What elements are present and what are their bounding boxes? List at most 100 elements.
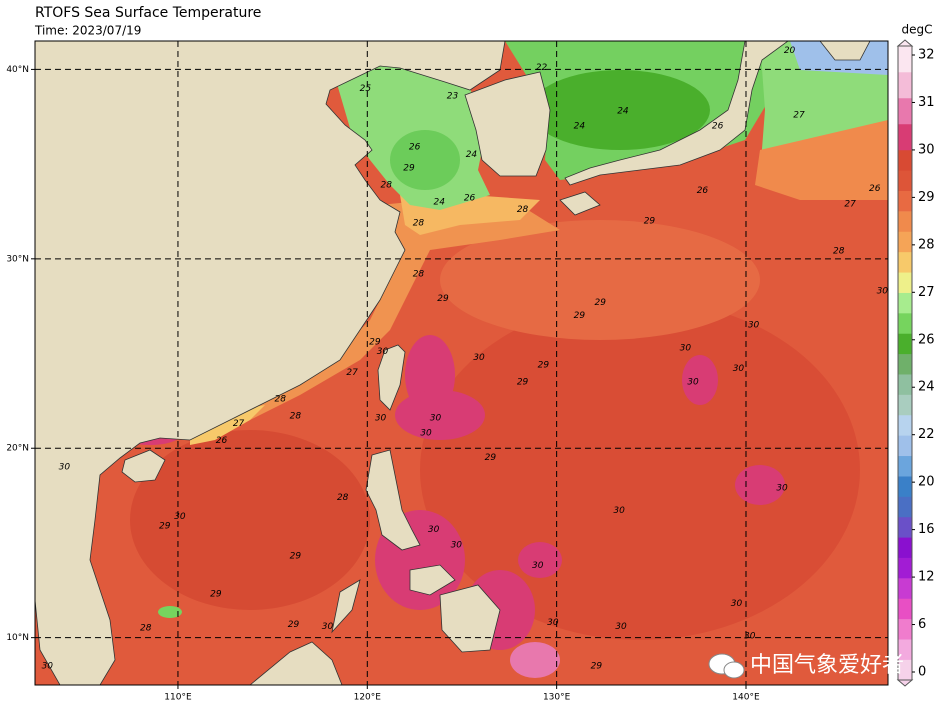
colorbar-band xyxy=(898,578,912,599)
contour-label: 30 xyxy=(420,429,432,439)
contour-label: 30 xyxy=(430,413,442,423)
colorbar-tick-label: 27 xyxy=(918,285,935,300)
gridlines: 110°E 120°E 130°E 140°E 10°N 20°N 30°N 40°N xyxy=(6,41,888,703)
land xyxy=(121,449,166,483)
contour-label: 28 xyxy=(413,218,425,228)
colorbar-band xyxy=(898,190,912,212)
colorbar-band xyxy=(898,313,912,334)
colorbar-band xyxy=(898,639,912,660)
y-tick-label: 40°N xyxy=(6,65,29,75)
contour-label: 23 xyxy=(447,91,459,101)
contour-label: 24 xyxy=(574,122,586,132)
colorbar-band xyxy=(898,394,912,416)
contour-label: 28 xyxy=(517,205,529,215)
x-tick-label: 130°E xyxy=(543,693,571,703)
colorbar-band xyxy=(898,97,912,125)
contour-label: 29 xyxy=(403,163,415,173)
title: RTOFS Sea Surface Temperature xyxy=(35,5,261,21)
colorbar-band xyxy=(898,333,912,355)
colorbar-band xyxy=(898,659,912,681)
colorbar-tick-label: 0 xyxy=(918,665,926,680)
colorbar-tick-label: 30 xyxy=(918,142,935,157)
colorbar-band xyxy=(898,170,912,191)
colorbar-band xyxy=(898,211,912,232)
colorbar-band xyxy=(898,455,912,477)
land xyxy=(377,344,406,411)
colorbar-band xyxy=(898,251,912,273)
contour-label: 29 xyxy=(517,377,529,387)
colorbar-tick-label: 12 xyxy=(918,570,935,585)
contour-label: 30 xyxy=(776,484,788,494)
colorbar-arrow xyxy=(896,679,914,687)
land xyxy=(409,564,456,596)
colorbar-tick-label: 6 xyxy=(918,617,926,632)
land xyxy=(249,641,343,685)
contour-label: 29 xyxy=(290,552,302,562)
sst-patch xyxy=(390,130,460,190)
contour-label: 28 xyxy=(413,269,425,279)
colorbar: 0 6 12 16 20 22 24 26 27 28 29 30 31 32 xyxy=(896,39,935,687)
contour-labels: 29 29 29 29 28 28 30 30 30 30 30 30 29 29 30 30 30 29 30 30… xyxy=(42,46,889,672)
contour-label: 29 xyxy=(210,590,222,600)
contour-label: 29 xyxy=(437,294,449,304)
land xyxy=(819,41,871,61)
colorbar-band xyxy=(898,353,912,375)
contour-label: 26 xyxy=(712,122,724,132)
colorbar-tick-label: 29 xyxy=(918,190,935,205)
land xyxy=(559,191,601,216)
x-tick-label: 140°E xyxy=(732,693,760,703)
colorbar-band xyxy=(898,231,912,253)
contour-label: 25 xyxy=(360,84,372,94)
contour-label: 30 xyxy=(547,618,559,628)
contour-label: 28 xyxy=(290,412,302,422)
contour-label: 30 xyxy=(322,622,334,632)
colorbar-band xyxy=(898,496,912,518)
sst-patch xyxy=(530,70,710,150)
sst-patch xyxy=(682,355,718,405)
contour-label: 29 xyxy=(538,360,550,370)
contour-label: 30 xyxy=(744,631,756,641)
contour-label: 27 xyxy=(793,110,805,120)
contour-label: 30 xyxy=(377,347,389,357)
colorbar-tick-label: 24 xyxy=(918,380,935,395)
contour-label: 30 xyxy=(733,364,745,374)
contour-label: 28 xyxy=(833,247,845,257)
contour-label: 30 xyxy=(731,599,743,609)
sst-patch xyxy=(440,220,760,340)
colorbar-arrow xyxy=(896,39,914,47)
colorbar-tick-label: 16 xyxy=(918,522,935,537)
contour-label: 30 xyxy=(748,321,760,331)
x-tick-label: 120°E xyxy=(354,693,382,703)
colorbar-tick-label: 20 xyxy=(918,475,935,490)
contour-label: 29 xyxy=(485,453,497,463)
contour-label: 28 xyxy=(337,493,349,503)
sst-patch xyxy=(755,120,888,200)
land xyxy=(464,71,551,177)
colorbar-frame xyxy=(897,45,913,681)
colorbar-band xyxy=(898,557,912,579)
colorbar-band xyxy=(898,46,912,73)
contour-label: 30 xyxy=(428,525,440,535)
colorbar-band xyxy=(898,537,912,558)
land xyxy=(564,41,789,186)
contour-label: 30 xyxy=(680,343,692,353)
contour-label: 29 xyxy=(591,662,603,672)
contour-label: 26 xyxy=(409,143,421,153)
map xyxy=(35,41,888,685)
contour-label: 26 xyxy=(697,186,709,196)
sst-patch xyxy=(190,200,560,440)
contour-label: 29 xyxy=(594,298,606,308)
sst-patch xyxy=(518,542,562,578)
contour-label: 24 xyxy=(434,198,446,208)
colorbar-band xyxy=(898,618,912,640)
map-frame xyxy=(34,40,889,686)
contour-label: 30 xyxy=(59,463,71,473)
watermark: 中国气象爱好者 xyxy=(750,653,904,678)
contour-label: 29 xyxy=(574,311,586,321)
contour-label: 29 xyxy=(288,620,300,630)
colorbar-band xyxy=(898,374,912,395)
colorbar-band xyxy=(898,516,912,538)
colorbar-tick-label: 26 xyxy=(918,332,935,347)
contour-label: 26 xyxy=(216,436,228,446)
contour-label: 28 xyxy=(140,624,152,634)
